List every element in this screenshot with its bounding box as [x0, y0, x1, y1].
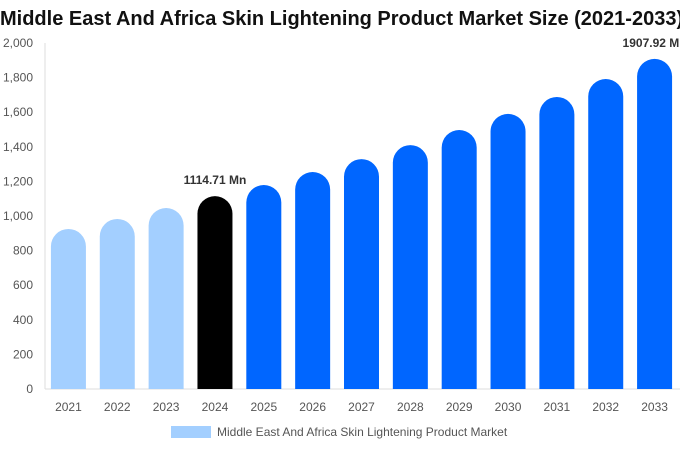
y-tick-label: 2,000 [3, 36, 33, 50]
x-tick-label: 2033 [641, 400, 668, 414]
bar-2021 [50, 228, 86, 389]
x-tick-label: 2023 [153, 400, 180, 414]
x-tick-label: 2029 [446, 400, 473, 414]
x-tick-label: 2022 [104, 400, 131, 414]
bar-2024 [197, 196, 233, 389]
y-tick-label: 600 [13, 278, 33, 292]
bar-2026 [295, 172, 331, 389]
x-tick-label: 2031 [544, 400, 571, 414]
bar-2023 [148, 208, 184, 389]
data-label: 1114.71 Mn [184, 173, 247, 187]
bar-2030 [490, 113, 526, 389]
y-tick-label: 1,200 [3, 174, 33, 188]
chart-title: Middle East And Africa Skin Lightening P… [0, 8, 680, 30]
bar-2028 [392, 145, 428, 389]
bar-2025 [246, 185, 282, 389]
bar-2031 [539, 96, 575, 389]
bar-2033 [637, 58, 673, 389]
y-tick-label: 1,000 [3, 209, 33, 223]
legend-swatch [171, 426, 211, 438]
x-tick-label: 2032 [592, 400, 619, 414]
x-tick-label: 2025 [250, 400, 277, 414]
bar-2022 [99, 218, 135, 389]
legend-label: Middle East And Africa Skin Lightening P… [217, 425, 508, 439]
y-tick-label: 1,600 [3, 105, 33, 119]
bar-2027 [344, 159, 379, 389]
legend: Middle East And Africa Skin Lightening P… [171, 425, 507, 439]
y-tick-label: 800 [13, 244, 33, 258]
y-tick-label: 1,400 [3, 140, 33, 154]
y-tick-label: 1,800 [3, 71, 33, 85]
x-tick-label: 2026 [299, 400, 326, 414]
x-tick-label: 2021 [55, 400, 82, 414]
x-tick-label: 2030 [495, 400, 522, 414]
x-tick-label: 2027 [348, 400, 375, 414]
x-tick-label: 2028 [397, 400, 424, 414]
bar-2032 [588, 78, 624, 389]
x-tick-label: 2024 [202, 400, 229, 414]
y-tick-label: 200 [13, 347, 33, 361]
y-tick-label: 0 [26, 382, 33, 396]
data-label: 1907.92 Mn [623, 36, 680, 50]
bar-2029 [441, 130, 477, 390]
y-tick-label: 400 [13, 313, 33, 327]
